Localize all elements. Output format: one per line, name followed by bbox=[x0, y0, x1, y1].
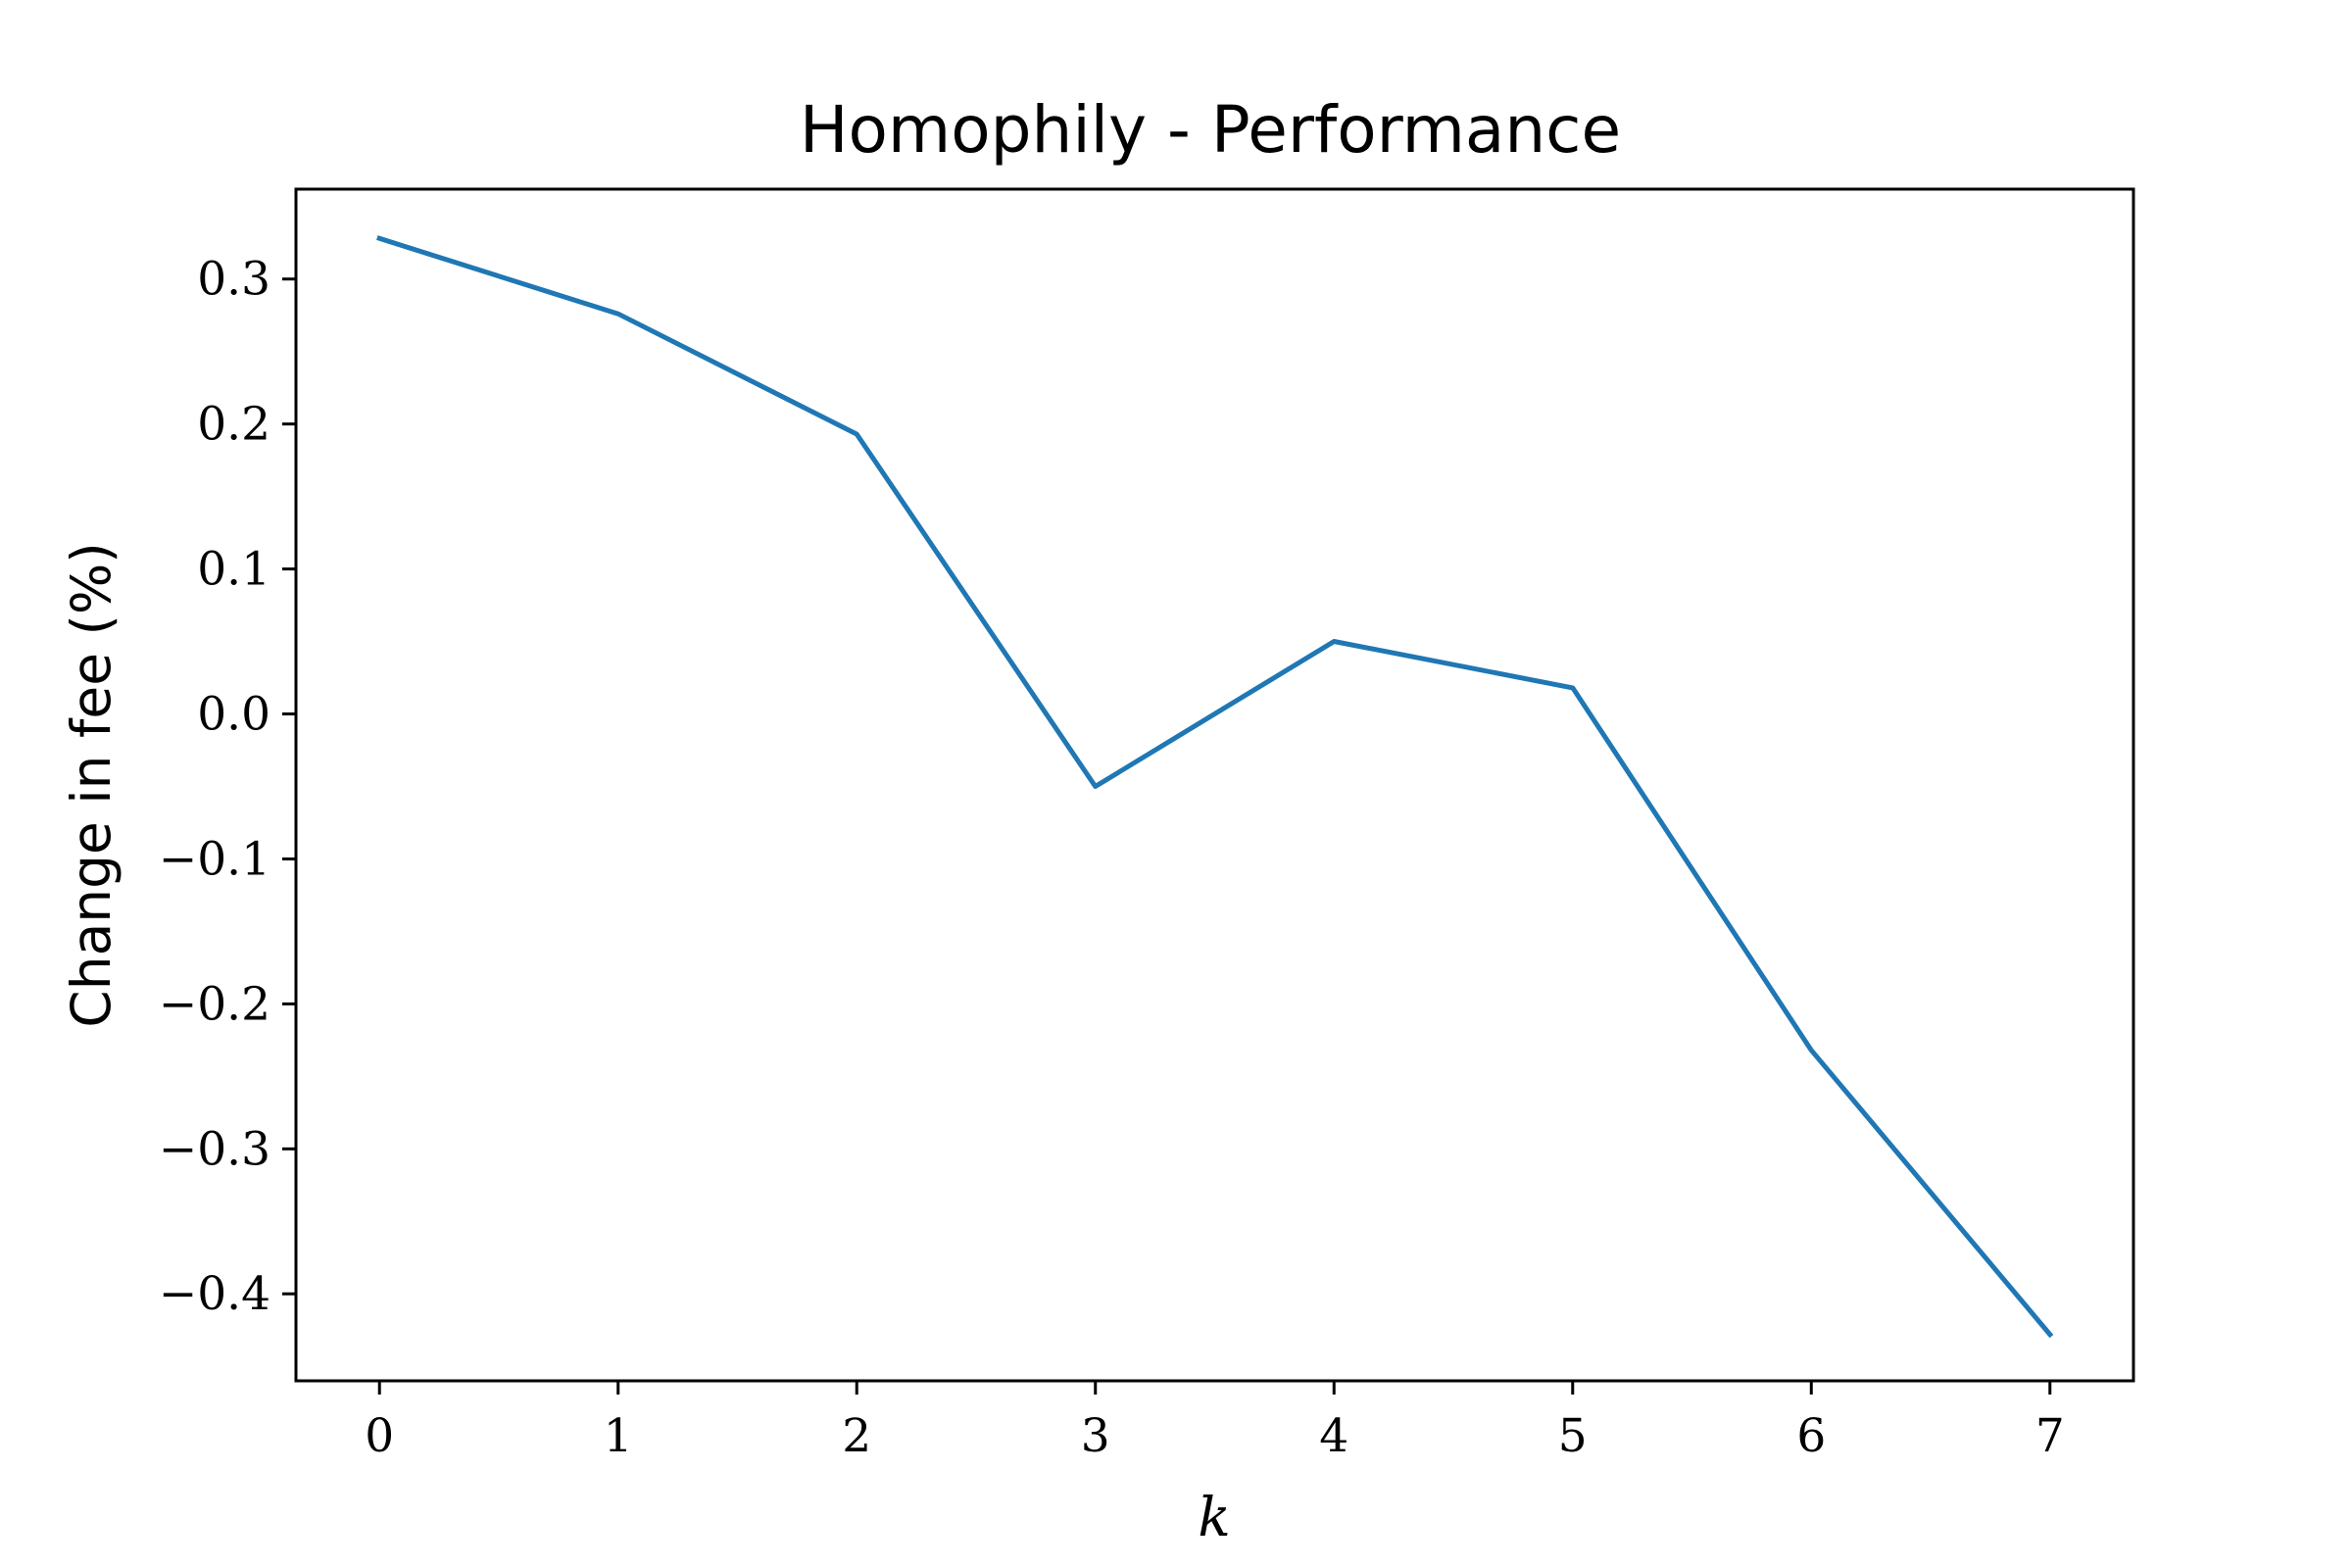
series-line bbox=[376, 235, 2054, 1339]
y-tick-label: 0.1 bbox=[197, 543, 270, 597]
x-tick-label: 4 bbox=[1319, 1409, 1348, 1463]
y-tick-label: −0.2 bbox=[159, 977, 270, 1031]
y-tick-label: 0.0 bbox=[197, 688, 270, 742]
x-tick-label: 0 bbox=[365, 1409, 394, 1463]
y-tick-label: −0.4 bbox=[159, 1267, 270, 1321]
y-axis-label: Change in fee (%) bbox=[60, 542, 122, 1027]
y-tick-label: 0.3 bbox=[197, 253, 270, 307]
x-tick-label: 1 bbox=[604, 1409, 633, 1463]
x-tick-label: 5 bbox=[1558, 1409, 1588, 1463]
y-tick-label: 0.2 bbox=[197, 398, 270, 452]
x-axis-label: k bbox=[1198, 1486, 1230, 1548]
x-tick-label: 7 bbox=[2035, 1409, 2065, 1463]
plot-frame bbox=[294, 187, 2135, 1383]
x-tick-label: 3 bbox=[1081, 1409, 1110, 1463]
x-tick-label: 2 bbox=[842, 1409, 871, 1463]
x-tick-label: 6 bbox=[1796, 1409, 1826, 1463]
y-tick-label: −0.3 bbox=[159, 1122, 270, 1176]
chart-title: Homophily - Performance bbox=[800, 92, 1621, 168]
y-axis-ticks: 0.3 0.2 0.1 0.0 −0.1 −0.2 −0.3 −0.4 bbox=[159, 253, 296, 1321]
plot-area: 0 1 2 3 4 5 6 7 0.3 0.2 0.1 0.0 −0.1 −0.2 −0.3 −0.4 bbox=[159, 187, 2135, 1463]
x-axis-ticks: 0 1 2 3 4 5 6 7 bbox=[365, 1381, 2065, 1463]
y-tick-label: −0.1 bbox=[159, 832, 270, 886]
